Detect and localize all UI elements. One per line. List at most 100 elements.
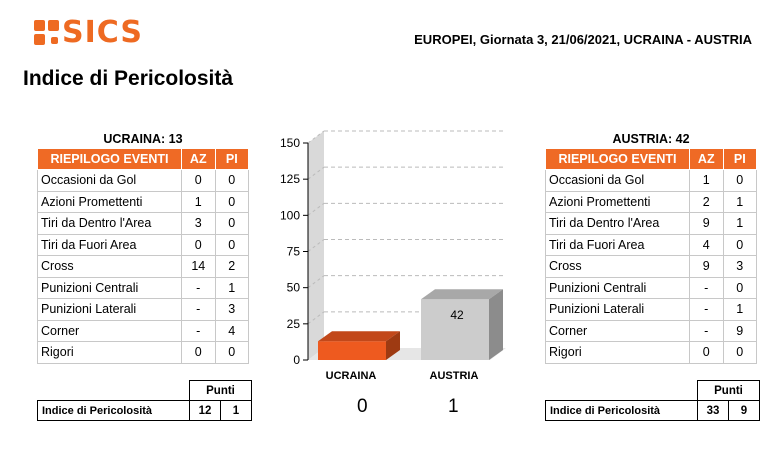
y-tick-label: 100 xyxy=(280,208,300,222)
cell-label: Azioni Promettenti xyxy=(545,190,690,213)
table-row: Rigori 0 0 xyxy=(37,341,250,364)
cell-label: Punizioni Centrali xyxy=(37,276,182,299)
cell-pi: 0 xyxy=(214,233,250,256)
cell-pi: 0 xyxy=(722,341,758,364)
cell-az: - xyxy=(688,276,724,299)
cell-az: 14 xyxy=(180,255,216,278)
bar-side xyxy=(386,331,400,360)
bar-top xyxy=(318,331,400,342)
away-score: 1 xyxy=(448,396,459,417)
index-label: Indice di Pericolosità xyxy=(545,400,698,421)
cell-pi: 0 xyxy=(722,276,758,299)
away-events-table: RIEPILOGO EVENTI AZ PI Occasioni da Gol 1… xyxy=(545,148,758,364)
table-row: Tiri da Fuori Area 0 0 xyxy=(37,233,250,256)
table-row: Punizioni Centrali -1 xyxy=(37,276,250,299)
index-label: Indice di Pericolosità xyxy=(37,400,190,421)
cell-pi: 0 xyxy=(214,190,250,213)
table-row: Occasioni da Gol 1 0 xyxy=(545,169,758,192)
pi-header: PI xyxy=(214,148,250,170)
y-tick-label: 25 xyxy=(287,317,301,331)
table-row: Punizioni Centrali -0 xyxy=(545,276,758,299)
az-header: AZ xyxy=(180,148,216,170)
table-row: Azioni Promettenti 1 0 xyxy=(37,190,250,213)
cell-label: Corner xyxy=(545,319,690,342)
table-row: Tiri da Fuori Area 4 0 xyxy=(545,233,758,256)
table-row: Punizioni Laterali -3 xyxy=(37,298,250,321)
home-team-title: UCRAINA: 13 xyxy=(103,132,183,146)
home-index-az: 12 xyxy=(189,400,221,421)
cell-pi: 0 xyxy=(214,169,250,192)
x-category-label: AUSTRIA xyxy=(430,370,479,382)
cell-label: Tiri da Dentro l'Area xyxy=(545,212,690,235)
bar-ucraina xyxy=(318,341,386,360)
cell-az: - xyxy=(180,319,216,342)
events-header: RIEPILOGO EVENTI xyxy=(37,148,182,170)
table-header-row: RIEPILOGO EVENTI AZ PI xyxy=(37,148,250,170)
cell-pi: 2 xyxy=(214,255,250,278)
table-header-row: RIEPILOGO EVENTI AZ PI xyxy=(545,148,758,170)
cell-pi: 9 xyxy=(722,319,758,342)
cell-az: 2 xyxy=(688,190,724,213)
page-title: Indice di Pericolosità xyxy=(23,67,234,90)
cell-label: Occasioni da Gol xyxy=(545,169,690,192)
cell-pi: 0 xyxy=(214,212,250,235)
y-tick-label: 0 xyxy=(293,353,300,367)
cell-pi: 3 xyxy=(214,298,250,321)
brand-name: SICS xyxy=(62,15,143,50)
table-row: Punizioni Laterali -1 xyxy=(545,298,758,321)
cell-label: Azioni Promettenti xyxy=(37,190,182,213)
y-tick-label: 75 xyxy=(287,245,301,259)
cell-pi: 1 xyxy=(722,298,758,321)
cell-az: 9 xyxy=(688,212,724,235)
bar-side xyxy=(489,289,503,360)
cell-az: - xyxy=(180,298,216,321)
pi-header: PI xyxy=(722,148,758,170)
table-row: Cross 9 3 xyxy=(545,255,758,278)
away-team-title: AUSTRIA: 42 xyxy=(612,132,690,146)
table-row: Azioni Promettenti 2 1 xyxy=(545,190,758,213)
x-category-label: UCRAINA xyxy=(326,370,377,382)
table-row: Occasioni da Gol 0 0 xyxy=(37,169,250,192)
cell-az: 1 xyxy=(180,190,216,213)
cell-label: Corner xyxy=(37,319,182,342)
cell-label: Rigori xyxy=(545,341,690,364)
away-index-az: 33 xyxy=(697,400,729,421)
cell-label: Tiri da Fuori Area xyxy=(37,233,182,256)
cell-pi: 4 xyxy=(214,319,250,342)
cell-label: Tiri da Dentro l'Area xyxy=(37,212,182,235)
table-row: Tiri da Dentro l'Area 9 1 xyxy=(545,212,758,235)
table-row: Corner -9 xyxy=(545,319,758,342)
cell-pi: 1 xyxy=(722,190,758,213)
away-index-table: Punti Indice di Pericolosità 33 9 xyxy=(545,380,760,421)
cell-label: Occasioni da Gol xyxy=(37,169,182,192)
cell-pi: 1 xyxy=(214,276,250,299)
bar-top xyxy=(421,289,503,300)
logo-dots-icon xyxy=(34,20,60,46)
bar-data-label: 42 xyxy=(450,308,464,322)
cell-label: Punizioni Centrali xyxy=(545,276,690,299)
cell-label: Punizioni Laterali xyxy=(545,298,690,321)
cell-az: 0 xyxy=(180,233,216,256)
table-row: Tiri da Dentro l'Area 3 0 xyxy=(37,212,250,235)
away-team-block: AUSTRIA: 42 RIEPILOGO EVENTI AZ PI Occas… xyxy=(545,130,758,364)
cell-pi: 1 xyxy=(722,212,758,235)
cell-az: 9 xyxy=(688,255,724,278)
cell-az: 0 xyxy=(180,341,216,364)
cell-label: Cross xyxy=(545,255,690,278)
table-row: Cross 14 2 xyxy=(37,255,250,278)
cell-az: 3 xyxy=(180,212,216,235)
home-index-table: Punti Indice di Pericolosità 12 1 xyxy=(37,380,252,421)
bar-austria xyxy=(421,299,489,360)
y-tick-label: 150 xyxy=(280,136,300,150)
sics-logo: SICS xyxy=(34,18,143,48)
home-team-block: UCRAINA: 13 RIEPILOGO EVENTI AZ PI Occas… xyxy=(37,130,250,364)
away-rows: Occasioni da Gol 1 0 Azioni Promettenti 2 1 Ti… xyxy=(545,169,758,364)
y-tick-label: 50 xyxy=(287,281,301,295)
cell-az: 1 xyxy=(688,169,724,192)
home-events-table: RIEPILOGO EVENTI AZ PI Occasioni da Gol 0… xyxy=(37,148,250,364)
home-index-pi: 1 xyxy=(220,400,252,421)
table-row: Rigori 0 0 xyxy=(545,341,758,364)
away-index-pi: 9 xyxy=(728,400,760,421)
punti-header: Punti xyxy=(189,380,252,401)
cell-pi: 0 xyxy=(722,233,758,256)
